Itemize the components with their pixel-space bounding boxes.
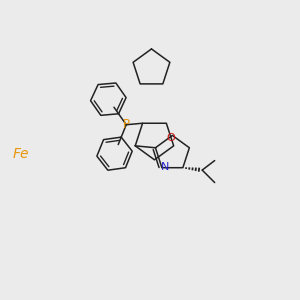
Text: N: N bbox=[161, 162, 170, 172]
Text: P: P bbox=[123, 118, 130, 131]
Text: Fe: Fe bbox=[13, 148, 29, 161]
Text: O: O bbox=[167, 133, 175, 143]
